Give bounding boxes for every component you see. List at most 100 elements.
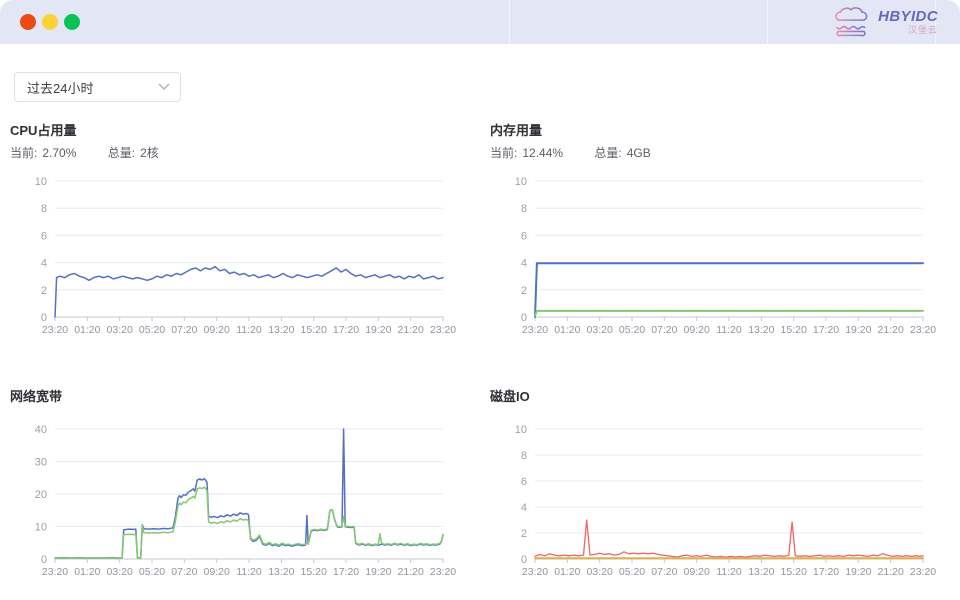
svg-text:2: 2 (41, 285, 47, 297)
titlebar-divider (935, 0, 936, 44)
svg-text:19:20: 19:20 (365, 566, 391, 578)
disk-io-chart: 0 2 4 6 8 10 23:20 01:20 03:20 05:20 07:20 09:20 11:… (515, 424, 937, 578)
svg-text:40: 40 (35, 424, 47, 436)
svg-text:07:20: 07:20 (171, 566, 197, 578)
svg-text:4: 4 (521, 502, 527, 514)
svg-text:4: 4 (521, 258, 527, 270)
svg-text:23:20: 23:20 (910, 566, 936, 578)
network-bandwidth-chart: 0 10 20 30 40 23:20 01:20 03:20 05:20 07:20 09:20 1… (35, 424, 457, 578)
memory-usage-chart: 0 2 4 6 8 10 23:20 01:20 03:20 05:20 07:20 09:20 11:… (515, 176, 937, 336)
svg-text:19:20: 19:20 (365, 324, 391, 336)
svg-text:15:20: 15:20 (301, 566, 327, 578)
svg-text:21:20: 21:20 (878, 324, 904, 336)
svg-text:19:20: 19:20 (845, 324, 871, 336)
svg-text:03:20: 03:20 (107, 566, 133, 578)
svg-text:23:20: 23:20 (430, 566, 456, 578)
svg-text:8: 8 (521, 450, 527, 462)
svg-text:10: 10 (35, 522, 47, 534)
cpu-usage-chart: 0 2 4 6 8 10 23:20 01:20 03:20 05:20 07:20 09:20 11:… (35, 176, 457, 336)
svg-text:07:20: 07:20 (651, 566, 677, 578)
svg-text:11:20: 11:20 (236, 566, 262, 578)
svg-text:0: 0 (41, 554, 47, 566)
svg-text:17:20: 17:20 (813, 324, 839, 336)
svg-text:05:20: 05:20 (619, 324, 645, 336)
svg-text:05:20: 05:20 (139, 566, 165, 578)
svg-text:03:20: 03:20 (107, 324, 133, 336)
svg-text:15:20: 15:20 (781, 324, 807, 336)
svg-text:07:20: 07:20 (651, 324, 677, 336)
svg-text:19:20: 19:20 (845, 566, 871, 578)
titlebar-divider (509, 0, 510, 44)
svg-text:03:20: 03:20 (587, 324, 613, 336)
cpu-chart-title: CPU占用量 (10, 123, 77, 138)
svg-text:09:20: 09:20 (204, 324, 230, 336)
svg-text:10: 10 (35, 176, 47, 188)
window-titlebar: HBYIDC 汉堡云 (0, 0, 960, 44)
svg-text:23:20: 23:20 (430, 324, 456, 336)
brand-logo: HBYIDC 汉堡云 (830, 6, 938, 38)
svg-text:01:20: 01:20 (74, 566, 100, 578)
svg-text:17:20: 17:20 (333, 566, 359, 578)
time-range-value: 过去24小时 (27, 80, 94, 96)
svg-text:10: 10 (515, 176, 527, 188)
svg-text:17:20: 17:20 (813, 566, 839, 578)
svg-text:13:20: 13:20 (268, 324, 294, 336)
cpu-current-stat: 当前: 2.70% (10, 146, 77, 160)
svg-text:21:20: 21:20 (878, 566, 904, 578)
window-zoom-button[interactable] (64, 14, 80, 30)
svg-text:09:20: 09:20 (204, 566, 230, 578)
window-minimize-button[interactable] (42, 14, 58, 30)
disk-io-chart-title: 磁盘IO (490, 389, 530, 404)
svg-text:07:20: 07:20 (171, 324, 197, 336)
svg-text:01:20: 01:20 (554, 566, 580, 578)
svg-text:2: 2 (521, 528, 527, 540)
svg-text:01:20: 01:20 (554, 324, 580, 336)
memory-current-stat: 当前: 12.44% (490, 146, 564, 160)
svg-text:11:20: 11:20 (716, 566, 742, 578)
svg-text:8: 8 (521, 203, 527, 215)
svg-text:23:20: 23:20 (522, 566, 548, 578)
svg-text:09:20: 09:20 (684, 324, 710, 336)
memory-total-stat: 总量: 4GB (594, 146, 651, 160)
svg-text:17:20: 17:20 (333, 324, 359, 336)
svg-text:15:20: 15:20 (301, 324, 327, 336)
svg-text:4: 4 (41, 258, 47, 270)
svg-text:01:20: 01:20 (74, 324, 100, 336)
titlebar-divider (767, 0, 768, 44)
svg-text:13:20: 13:20 (748, 324, 774, 336)
memory-chart-stats: 当前: 12.44% 总量: 4GB (490, 144, 679, 161)
svg-text:21:20: 21:20 (398, 324, 424, 336)
brand-name: HBYIDC (878, 8, 938, 25)
svg-text:2: 2 (521, 285, 527, 297)
svg-text:11:20: 11:20 (716, 324, 742, 336)
network-chart-title: 网络宽带 (10, 389, 63, 404)
svg-text:0: 0 (41, 312, 47, 324)
svg-text:0: 0 (521, 554, 527, 566)
svg-text:23:20: 23:20 (910, 324, 936, 336)
svg-text:23:20: 23:20 (522, 324, 548, 336)
svg-text:05:20: 05:20 (139, 324, 165, 336)
svg-text:15:20: 15:20 (781, 566, 807, 578)
time-range-select[interactable]: 过去24小时 (14, 72, 181, 102)
svg-text:03:20: 03:20 (587, 566, 613, 578)
svg-text:30: 30 (35, 457, 47, 469)
svg-text:0: 0 (521, 312, 527, 324)
svg-text:8: 8 (41, 203, 47, 215)
svg-text:21:20: 21:20 (398, 566, 424, 578)
svg-text:23:20: 23:20 (42, 566, 68, 578)
window-close-button[interactable] (20, 14, 36, 30)
memory-chart-title: 内存用量 (490, 123, 543, 138)
svg-text:13:20: 13:20 (268, 566, 294, 578)
svg-text:09:20: 09:20 (684, 566, 710, 578)
cpu-chart-stats: 当前: 2.70% 总量: 2核 (10, 144, 187, 161)
chevron-down-icon (158, 83, 170, 91)
svg-text:11:20: 11:20 (236, 324, 262, 336)
svg-text:20: 20 (35, 489, 47, 501)
hamburger-cloud-icon (835, 7, 868, 37)
brand-subtitle: 汉堡云 (907, 25, 938, 35)
svg-text:13:20: 13:20 (748, 566, 774, 578)
svg-text:23:20: 23:20 (42, 324, 68, 336)
svg-text:6: 6 (41, 230, 47, 242)
svg-text:10: 10 (515, 424, 527, 436)
